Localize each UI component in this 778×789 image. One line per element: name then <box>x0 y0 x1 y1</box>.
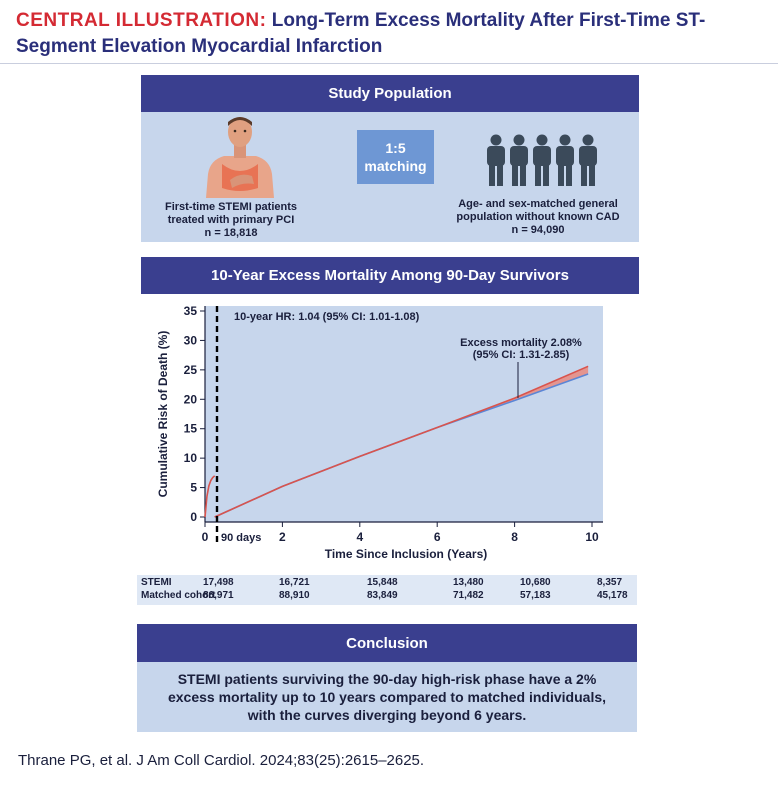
y-tick-label: 25 <box>184 363 198 377</box>
y-tick-label: 35 <box>184 304 198 318</box>
study-population-bar: Study Population <box>141 75 639 112</box>
conclusion-line-1: STEMI patients surviving the 90-day high… <box>177 671 597 687</box>
x-tick-label: 0 <box>202 530 209 544</box>
risk-cell: 15,848 <box>367 577 398 588</box>
risk-cell: 10,680 <box>520 577 551 588</box>
y-tick-label: 15 <box>184 422 198 436</box>
conclusion-panel: STEMI patients surviving the 90-day high… <box>137 662 637 732</box>
risk-cell: 88,910 <box>279 590 310 601</box>
ninety-days-label: 90 days <box>221 532 261 544</box>
matching-box: 1:5 matching <box>357 130 434 184</box>
citation: Thrane PG, et al. J Am Coll Cardiol. 202… <box>18 752 425 769</box>
stemi-curve <box>214 365 589 518</box>
central-illustration-label: CENTRAL ILLUSTRATION: <box>16 10 267 31</box>
y-tick-label: 5 <box>190 481 197 495</box>
header-line-1: CENTRAL ILLUSTRATION: Long-Term Excess M… <box>16 8 762 34</box>
y-tick-label: 0 <box>190 510 197 524</box>
y-tick-label: 10 <box>184 451 198 465</box>
stemi-early-curve <box>204 475 216 518</box>
risk-cell: 45,178 <box>597 590 628 601</box>
y-tick-group: 0 5 10 15 20 25 30 35 <box>184 304 205 524</box>
conclusion-bar: Conclusion <box>137 624 637 662</box>
x-tick-label: 4 <box>356 530 363 544</box>
x-tick-label: 10 <box>585 530 599 544</box>
y-tick-label: 20 <box>184 392 198 406</box>
x-tick-label: 2 <box>279 530 286 544</box>
stemi-patients-text: First-time STEMI patients treated with p… <box>156 201 306 240</box>
chart-plot-area <box>205 306 603 522</box>
matching-label: matching <box>364 158 427 174</box>
patient-chest-pain-icon <box>206 117 274 198</box>
stemi-line-1: First-time STEMI patients <box>164 201 298 213</box>
x-tick-label: 8 <box>511 530 518 544</box>
hr-annotation: 10-year HR: 1.04 (95% CI: 1.01-1.08) <box>234 311 420 323</box>
matched-cohort-curve <box>214 373 589 518</box>
people-group-icon <box>487 134 597 186</box>
y-tick-label: 30 <box>184 333 198 347</box>
conclusion-line-2: excess mortality up to 10 years compared… <box>167 689 607 705</box>
excess-annotation-line-1: Excess mortality 2.08% <box>460 337 582 349</box>
population-line-3: n = 94,090 <box>511 224 565 236</box>
risk-cell: 13,480 <box>453 577 484 588</box>
mortality-bar: 10-Year Excess Mortality Among 90-Day Su… <box>141 257 639 294</box>
conclusion-line-3: with the curves diverging beyond 6 years… <box>247 707 527 723</box>
stemi-line-3: n = 18,818 <box>204 227 258 239</box>
x-tick-label: 6 <box>434 530 441 544</box>
conclusion-text: STEMI patients surviving the 90-day high… <box>142 670 632 724</box>
y-axis-label: Cumulative Risk of Death (%) <box>156 331 170 498</box>
risk-cell: 86,971 <box>203 590 234 601</box>
risk-cell: 57,183 <box>520 590 551 601</box>
risk-cell: 8,357 <box>597 577 623 588</box>
numbers-at-risk-table: STEMI 17,498 16,721 15,848 13,480 10,680… <box>137 575 637 605</box>
illustration-header: CENTRAL ILLUSTRATION: Long-Term Excess M… <box>0 0 778 64</box>
excess-annotation-line-2: (95% CI: 1.31-2.85) <box>473 349 570 361</box>
population-line-1: Age- and sex-matched general <box>458 198 618 210</box>
risk-cell: 17,498 <box>203 577 234 588</box>
risk-cell: 83,849 <box>367 590 398 601</box>
stemi-line-2: treated with primary PCI <box>167 214 295 226</box>
matching-ratio: 1:5 <box>385 140 406 156</box>
risk-cell: 16,721 <box>279 577 310 588</box>
header-title-part2: Segment Elevation Myocardial Infarction <box>16 36 383 57</box>
risk-row-label: STEMI <box>141 577 172 588</box>
population-line-2: population without known CAD <box>456 211 620 223</box>
header-title-part1: Long-Term Excess Mortality After First-T… <box>271 10 706 31</box>
x-tick-group: 0 2 4 6 8 10 <box>202 522 599 544</box>
x-axis-label: Time Since Inclusion (Years) <box>325 547 488 561</box>
matched-population-text: Age- and sex-matched general population … <box>443 198 633 237</box>
risk-row-label: Matched cohort <box>141 590 216 601</box>
risk-cell: 71,482 <box>453 590 484 601</box>
